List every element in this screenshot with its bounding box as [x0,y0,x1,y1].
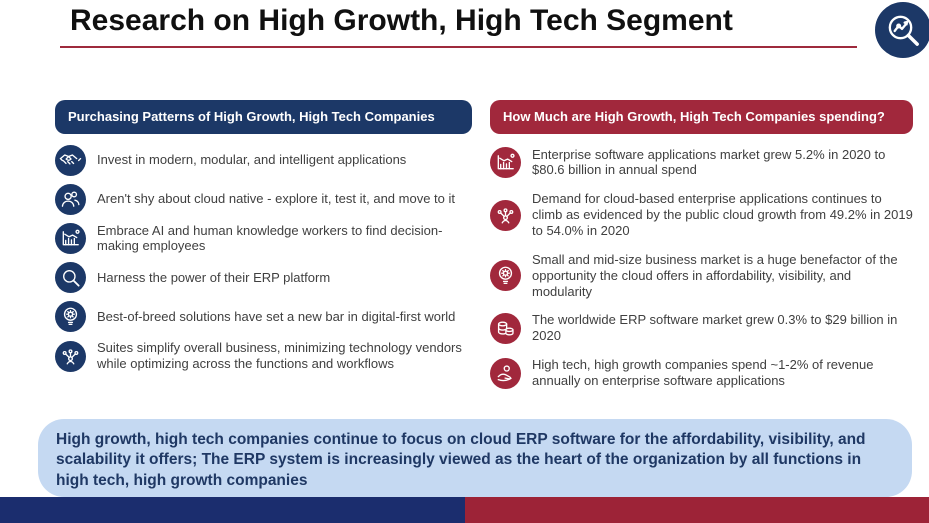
item-text: Harness the power of their ERP platform [97,269,331,285]
handshake-icon [55,144,86,176]
list-item: Small and mid-size business market is a … [490,252,913,300]
item-text: Aren't shy about cloud native - explore … [97,191,456,207]
list-item: Harness the power of their ERP platform [55,262,472,294]
research-magnifier-icon [875,2,929,58]
title-underline [60,46,857,48]
item-text: Invest in modern, modular, and intellige… [97,152,407,168]
item-text: Best-of-breed solutions have set a new b… [97,308,456,324]
item-text: Demand for cloud-based enterprise applic… [532,191,913,239]
search-icon [55,262,86,294]
item-text: Embrace AI and human knowledge workers t… [97,222,443,254]
bar-chart-money-icon [490,146,521,178]
right-panel-header: How Much are High Growth, High Tech Comp… [490,100,913,134]
list-item: Suites simplify overall business, minimi… [55,340,472,372]
item-text: The worldwide ERP software market grew 0… [532,312,898,344]
list-item: Invest in modern, modular, and intellige… [55,144,472,176]
network-icon [55,340,86,372]
coins-icon [490,312,521,344]
left-panel: Purchasing Patterns of High Growth, High… [55,100,472,372]
summary-text: High growth, high tech companies continu… [56,431,866,489]
list-item: Embrace AI and human knowledge workers t… [55,223,472,255]
item-text: Small and mid-size business market is a … [532,251,898,299]
item-text: Suites simplify overall business, minimi… [97,340,462,372]
right-panel: How Much are High Growth, High Tech Comp… [490,100,913,389]
list-item: Enterprise software applications market … [490,147,913,179]
gear-head-icon [55,301,86,333]
item-text: Enterprise software applications market … [532,146,886,178]
list-item: Demand for cloud-based enterprise applic… [490,191,913,239]
page-title: Research on High Growth, High Tech Segme… [70,4,733,37]
left-panel-items: Invest in modern, modular, and intellige… [55,144,472,372]
network-icon [490,199,521,231]
footer-bar-crimson [465,497,929,523]
list-item: Best-of-breed solutions have set a new b… [55,301,472,333]
list-item: The worldwide ERP software market grew 0… [490,312,913,344]
list-item: Aren't shy about cloud native - explore … [55,183,472,215]
left-panel-header: Purchasing Patterns of High Growth, High… [55,100,472,134]
summary-callout: High growth, high tech companies continu… [38,419,912,497]
bulb-gear-icon [490,260,521,292]
list-item: High tech, high growth companies spend ~… [490,357,913,389]
bar-chart-arrow-icon [55,222,86,254]
hand-coin-icon [490,357,521,389]
footer-bar-navy [0,497,465,523]
footer-bar [0,497,929,523]
right-panel-items: Enterprise software applications market … [490,147,913,389]
users-icon [55,183,86,215]
item-text: High tech, high growth companies spend ~… [532,357,874,389]
